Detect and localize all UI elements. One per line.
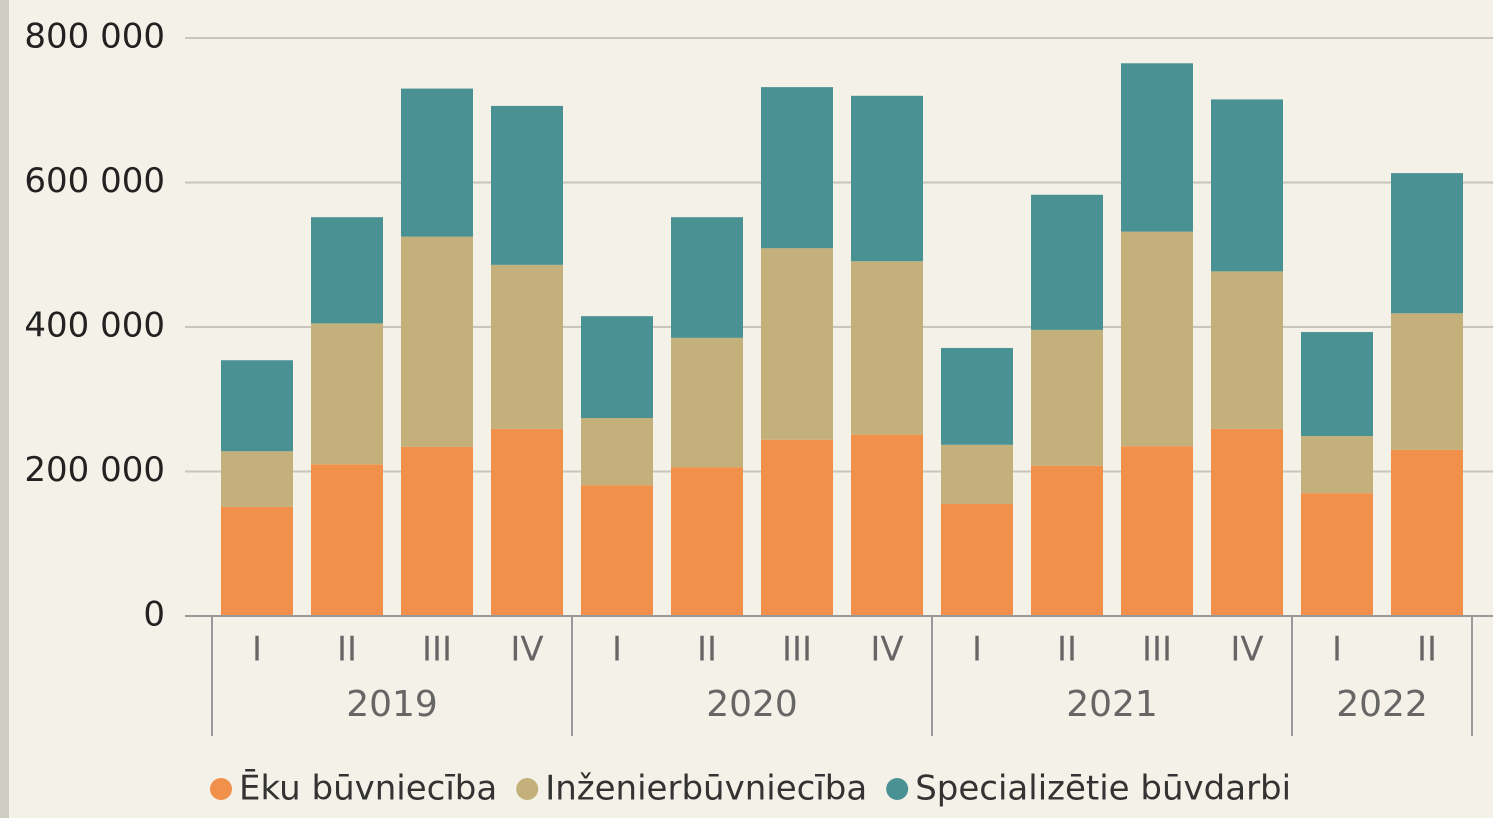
x-tick-label: IV xyxy=(870,630,903,670)
legend-label: Ēku būvniecība xyxy=(239,769,497,809)
bar-segment xyxy=(1391,313,1463,450)
bar-segment xyxy=(401,88,473,237)
group-label: 2019 xyxy=(346,684,438,725)
bar-segment xyxy=(581,485,653,616)
bar-segment xyxy=(1391,173,1463,314)
y-tick-label: 800 000 xyxy=(24,17,165,57)
x-tick-label: I xyxy=(1332,630,1342,670)
bar-segment xyxy=(221,506,293,616)
bar-segment xyxy=(221,451,293,507)
bar-segment xyxy=(1211,428,1283,616)
group-label: 2022 xyxy=(1336,684,1428,725)
bar-segment xyxy=(311,323,383,465)
bar-segment xyxy=(941,444,1013,505)
bar-segment xyxy=(221,360,293,452)
x-tick-label: IV xyxy=(1230,630,1263,670)
bar-segment xyxy=(1301,332,1373,437)
legend-label: Specializētie būvdarbi xyxy=(915,769,1291,809)
bar-segment xyxy=(1301,493,1373,616)
bar-segment xyxy=(491,428,563,616)
x-tick-label: I xyxy=(972,630,982,670)
bar-segment xyxy=(941,504,1013,616)
x-tick-label: II xyxy=(697,630,717,670)
bar-segment xyxy=(761,87,833,249)
y-tick-label: 200 000 xyxy=(24,450,165,490)
bar-segment xyxy=(311,464,383,616)
x-tick-label: III xyxy=(422,630,452,670)
bar-segment xyxy=(1211,271,1283,429)
bar-segment xyxy=(401,446,473,616)
x-tick-label: III xyxy=(1142,630,1172,670)
bar-segment xyxy=(1391,449,1463,616)
bar-segment xyxy=(581,418,653,486)
bar-segment xyxy=(671,217,743,338)
legend-marker xyxy=(516,778,539,800)
bar-segment xyxy=(1031,465,1103,616)
bar-segment xyxy=(1301,436,1373,494)
x-tick-label: III xyxy=(782,630,812,670)
legend-marker xyxy=(210,778,232,800)
bar-segment xyxy=(761,439,833,616)
bar-segment xyxy=(761,248,833,440)
bar-segment xyxy=(851,434,923,616)
bar-segment xyxy=(1121,63,1193,232)
bar-segment xyxy=(581,316,653,419)
bar-segment xyxy=(851,95,923,262)
y-tick-label: 0 xyxy=(143,595,165,635)
legend-label: Inženierbūvniecība xyxy=(545,769,867,809)
x-tick-label: II xyxy=(1417,630,1437,670)
x-tick-label: I xyxy=(612,630,622,670)
bar-segment xyxy=(1121,446,1193,616)
bar-segment xyxy=(1211,99,1283,272)
bar-segment xyxy=(671,467,743,616)
group-label: 2021 xyxy=(1066,684,1158,725)
bar-segment xyxy=(1121,231,1193,447)
bar-segment xyxy=(671,337,743,468)
group-label: 2020 xyxy=(706,684,798,725)
bar-segment xyxy=(401,236,473,447)
x-tick-label: II xyxy=(1057,630,1077,670)
bar-segment xyxy=(851,261,923,435)
bar-segment xyxy=(1031,194,1103,330)
y-tick-label: 600 000 xyxy=(24,161,165,201)
y-tick-label: 400 000 xyxy=(24,306,165,346)
x-tick-label: II xyxy=(337,630,357,670)
legend-marker xyxy=(886,778,909,800)
bar-segment xyxy=(491,264,563,429)
bar-segment xyxy=(311,217,383,324)
bar-segment xyxy=(1031,329,1103,466)
left-edge xyxy=(0,0,9,818)
bar-segment xyxy=(491,105,563,265)
bar-segment xyxy=(941,347,1013,445)
x-tick-label: IV xyxy=(510,630,543,670)
x-tick-label: I xyxy=(252,630,262,670)
